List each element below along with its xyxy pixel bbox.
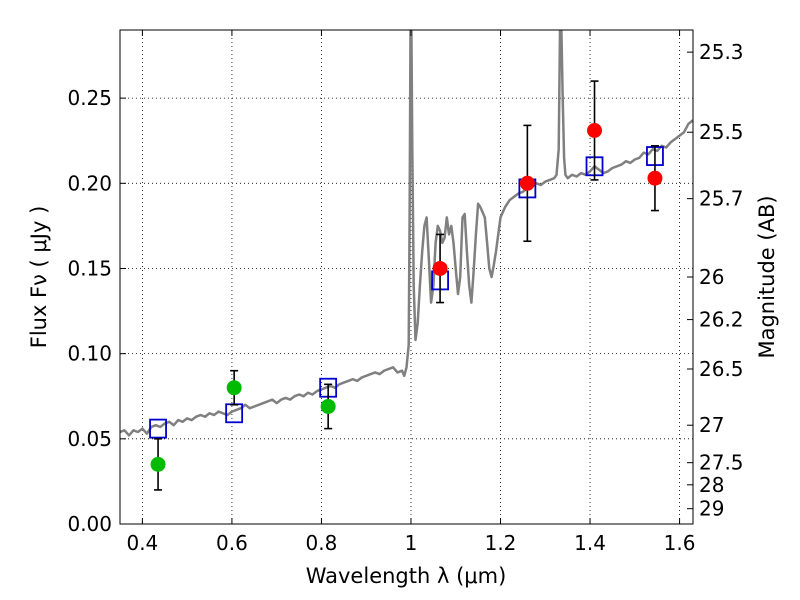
mag-tick-label: 25.3 (699, 40, 744, 64)
y-tick-label: 0.05 (67, 427, 112, 451)
mag-tick-label: 29 (699, 497, 724, 521)
y-axis-label: Flux Fν ( μJy ) (27, 206, 51, 349)
mag-tick-label: 27.5 (699, 451, 744, 475)
observed-data-point (432, 260, 448, 276)
observed-data-point (320, 398, 336, 414)
mag-tick-label: 25.5 (699, 120, 744, 144)
mag-tick-label: 25.7 (699, 187, 744, 211)
axis-ticks: 0.4 0.6 0.8 1 1.2 1.4 1.6 0.00 0.05 0.10 0.15 0.20 0… (67, 30, 744, 555)
y-tick-label: 0.15 (67, 256, 112, 280)
y-tick-label: 0.20 (67, 171, 112, 195)
x-tick-label: 0.6 (216, 531, 248, 555)
x-tick-label: 1 (405, 531, 418, 555)
observed-data-point (587, 123, 603, 139)
observed-data-point (647, 170, 663, 186)
spectrum-line (120, 30, 693, 437)
y-tick-label: 0.25 (67, 86, 112, 110)
mag-tick-label: 26.2 (699, 308, 744, 332)
plot-area (120, 30, 693, 491)
y-tick-label: 0.00 (67, 512, 112, 536)
x-axis-label: Wavelength λ (μm) (306, 564, 507, 588)
x-tick-label: 0.8 (306, 531, 338, 555)
mag-tick-label: 26.5 (699, 357, 744, 381)
observed-data-point (519, 175, 535, 191)
x-tick-label: 1.4 (574, 531, 606, 555)
mag-tick-label: 28 (699, 473, 724, 497)
y-axis-right-label: Magnitude (AB) (755, 195, 779, 358)
mag-tick-label: 26 (699, 265, 724, 289)
observed-data-point (150, 456, 166, 472)
x-tick-label: 1.6 (664, 531, 696, 555)
mag-tick-label: 27 (699, 413, 724, 437)
x-tick-label: 1.2 (485, 531, 517, 555)
y-tick-label: 0.10 (67, 342, 112, 366)
x-tick-label: 0.4 (126, 531, 158, 555)
observed-data-point (226, 380, 242, 396)
model-photometry-square (149, 418, 167, 439)
